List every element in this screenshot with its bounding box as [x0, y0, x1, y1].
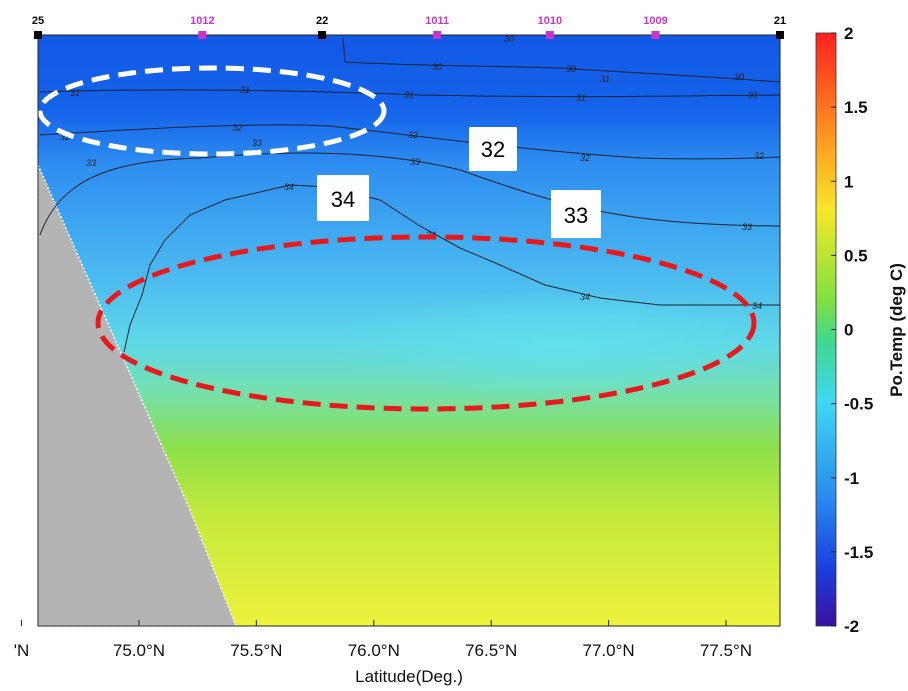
highlight-ellipse-white [38, 65, 387, 157]
salinity-contours [39, 37, 780, 353]
colorbar-tick-label: 1.5 [844, 98, 868, 117]
colorbar-tick-label: -0.5 [844, 395, 873, 414]
contour-label: 30 [504, 34, 514, 44]
contour-label: 31 [748, 90, 758, 100]
annotation-box [469, 127, 517, 171]
contour-34 [123, 184, 780, 353]
colorbar-tick-label: -1 [844, 469, 859, 488]
x-tick-label: 'N [14, 641, 30, 660]
contour-30 [342, 37, 780, 83]
contour-label: 31 [240, 85, 250, 95]
contour-label: 33 [410, 157, 420, 167]
station-marker [545, 31, 554, 39]
contour-label: 30 [734, 72, 744, 82]
colorbar-label: Po.Temp (deg C) [887, 263, 906, 397]
station-label: 1012 [190, 15, 214, 27]
station-marker [34, 31, 42, 39]
contour-33 [39, 152, 780, 236]
contour-32 [39, 124, 780, 160]
station-marker [198, 31, 207, 39]
contour-label: 32 [60, 132, 70, 142]
annotations: 32 34 33 [317, 127, 601, 238]
colorbar: 2 1.5 1 0.5 0 -0.5 -1 -1.5 -2 Po.Temp (deg C) [815, 24, 906, 636]
seafloor [38, 164, 237, 626]
annotation-33: 33 [564, 203, 588, 228]
contour-label: 33 [742, 222, 752, 232]
station-label: 25 [32, 15, 44, 27]
x-axis-label: Latitude(Deg.) [355, 667, 463, 686]
station-marker [433, 31, 442, 39]
colorbar-ticks: 2 1.5 1 0.5 0 -0.5 -1 -1.5 -2 [831, 24, 873, 636]
colorbar-tick-label: 0 [844, 321, 853, 340]
contour-label: 34 [284, 182, 294, 192]
contour-label: 30 [566, 64, 576, 74]
highlight-ellipse-red [95, 234, 757, 412]
contour-label: 33 [86, 158, 96, 168]
x-axis: 'N 75.0°N 75.5°N 76.0°N 76.5°N 77.0°N 77.5°N [14, 620, 752, 660]
station-label: 22 [316, 15, 328, 27]
contour-label: 31 [70, 88, 80, 98]
station-label: 21 [774, 15, 786, 27]
x-tick-label: 77.0°N [583, 641, 635, 660]
contour-label: 33 [252, 138, 262, 148]
station-label: 1010 [538, 15, 562, 27]
x-tick-label: 76.0°N [348, 641, 400, 660]
colorbar-tick-label: 2 [844, 24, 853, 43]
annotation-34: 34 [331, 187, 355, 212]
x-tick-label: 75.0°N [113, 641, 165, 660]
x-tick-label: 76.5°N [465, 641, 517, 660]
contour-label: 31 [600, 74, 610, 84]
station-marker [318, 31, 327, 39]
contour-label: 32 [580, 153, 590, 163]
plot-area: 30 30 30 30 31 31 31 31 31 31 32 32 32 3… [38, 34, 780, 626]
plot-frame [37, 34, 781, 627]
station-marker [776, 31, 784, 39]
colorbar-tick-label: -1.5 [844, 543, 873, 562]
annotation-box [317, 175, 369, 221]
contour-label: 31 [404, 90, 414, 100]
contour-31 [39, 89, 780, 98]
cold-patch [330, 290, 780, 400]
contour-label: 32 [754, 151, 764, 161]
station-label: 1011 [425, 15, 449, 27]
contour-label: 34 [580, 292, 590, 302]
contour-label: 30 [432, 62, 442, 72]
contour-label: 32 [232, 123, 242, 133]
x-tick-label: 75.5°N [230, 641, 282, 660]
contour-labels: 30 30 30 30 31 31 31 31 31 31 32 32 32 3… [60, 34, 764, 311]
x-tick-label: 77.5°N [700, 641, 752, 660]
contour-label: 32 [408, 130, 418, 140]
annotation-32: 32 [481, 137, 505, 162]
colorbar-tick-label: 1 [844, 172, 853, 191]
annotation-box [551, 190, 601, 238]
contour-label: 34 [752, 301, 762, 311]
station-markers: 25 1012 22 1011 1010 1009 21 [32, 15, 786, 39]
station-marker [651, 31, 660, 39]
colorbar-tick-label: -2 [844, 617, 859, 636]
contour-label: 31 [576, 93, 586, 103]
colorbar-tick-label: 0.5 [844, 246, 868, 265]
station-label: 1009 [643, 15, 667, 27]
